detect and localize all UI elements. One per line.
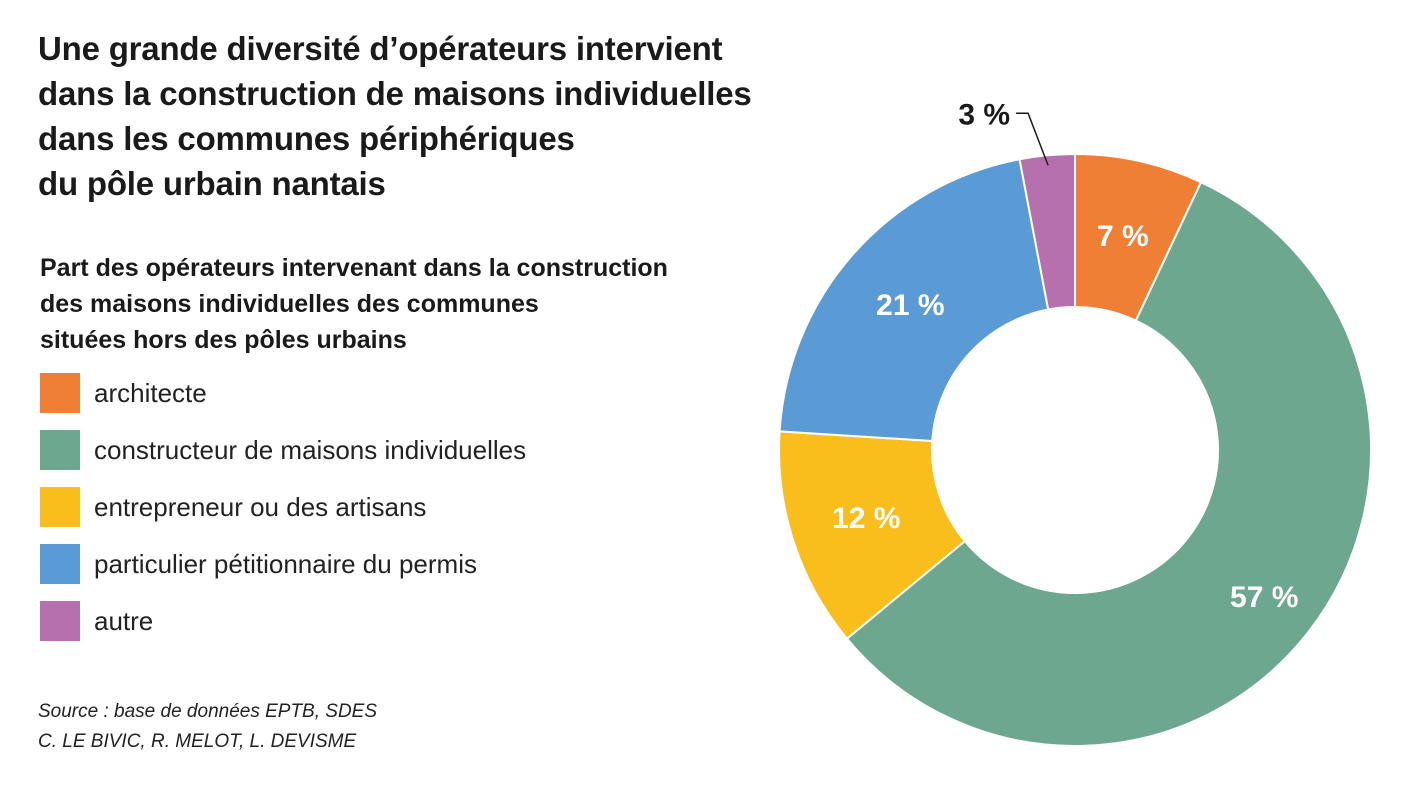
data-label-architecte: 7 % [1097, 220, 1149, 253]
data-label-particulier: 21 % [876, 289, 944, 322]
source-note: Source : base de données EPTB, SDES C. L… [38, 697, 377, 757]
credits-line: C. LE BIVIC, R. MELOT, L. DEVISME [38, 731, 357, 752]
legend-item-constructeur: constructeur de maisons individuelles [40, 430, 526, 470]
slice-constructeur [845, 180, 1372, 747]
legend-swatch [40, 430, 80, 470]
subtitle-line: situées hors des pôles urbains [40, 326, 407, 354]
chart-subtitle: Part des opérateurs intervenant dans la … [40, 250, 760, 358]
title-line: Une grande diversité d’opérateurs interv… [38, 30, 723, 67]
data-label-entrepreneur: 12 % [832, 502, 900, 535]
legend-label: constructeur de maisons individuelles [94, 434, 527, 465]
legend-item-entrepreneur: entrepreneur ou des artisans [40, 487, 426, 527]
data-label-constructeur: 57 % [1230, 581, 1298, 614]
slice-entrepreneur [778, 430, 967, 641]
data-label-autre: 3 % [958, 98, 1010, 131]
legend-swatch [40, 601, 80, 641]
chart-title: Une grande diversité d’opérateurs interv… [38, 26, 838, 206]
legend-label: entrepreneur ou des artisans [94, 491, 427, 522]
legend-item-particulier: particulier pétitionnaire du permis [40, 544, 477, 584]
legend-swatch [40, 544, 80, 584]
subtitle-line: Part des opérateurs intervenant dans la … [40, 254, 668, 282]
title-line: dans la construction de maisons individu… [38, 75, 752, 112]
legend-swatch [40, 487, 80, 527]
slice-autre [1018, 152, 1076, 311]
source-line: Source : base de données EPTB, SDES [38, 701, 378, 722]
leader-line-autre [1016, 112, 1049, 166]
legend-label: particulier pétitionnaire du permis [94, 548, 477, 579]
legend-swatch [40, 373, 80, 413]
title-line: dans les communes périphériques [38, 120, 575, 157]
subtitle-line: des maisons individuelles des communes [40, 290, 539, 318]
legend-label: architecte [94, 377, 207, 408]
legend-label: autre [94, 605, 154, 636]
title-line: du pôle urbain nantais [38, 165, 386, 202]
slice-particulier [778, 158, 1050, 443]
legend-item-architecte: architecte [40, 373, 207, 413]
legend-item-autre: autre [40, 601, 153, 641]
